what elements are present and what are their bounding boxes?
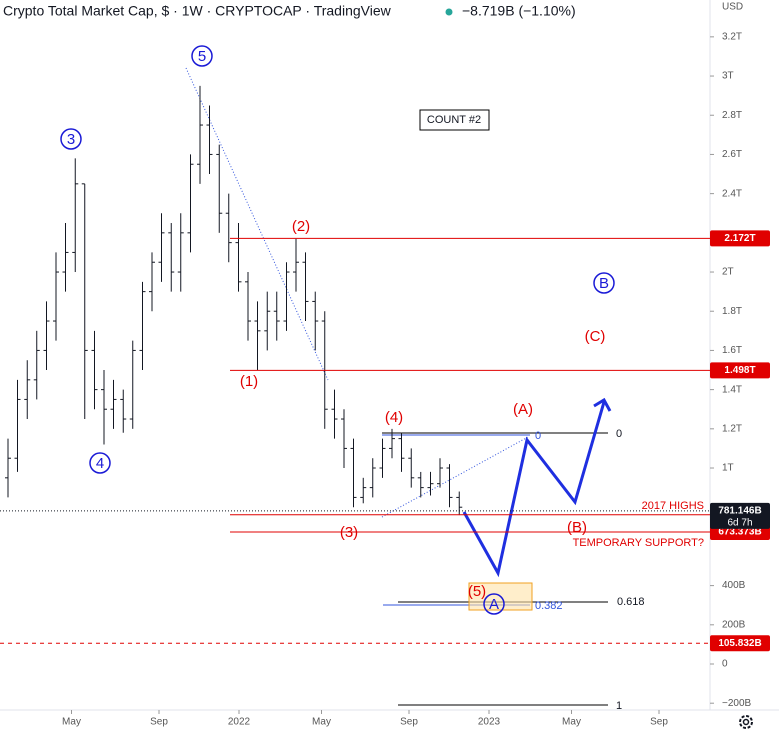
symbol-title[interactable]: Crypto Total Market Cap, $ · 1W · CRYPTO… bbox=[3, 3, 392, 19]
wave-label: 4 bbox=[96, 455, 104, 472]
y-tick-label: 0 bbox=[722, 659, 728, 670]
wave-label: (1) bbox=[240, 373, 258, 390]
fib-label: 0.618 bbox=[617, 596, 645, 608]
fib-label: 1 bbox=[616, 700, 622, 712]
y-tick-label: 1T bbox=[722, 463, 734, 474]
change: −8.719B (−1.10%) bbox=[462, 3, 576, 19]
y-tick-label: 3.2T bbox=[722, 31, 742, 42]
header-bg bbox=[0, 0, 560, 24]
x-tick-label: 2022 bbox=[228, 717, 251, 728]
countdown: 6d 7h bbox=[727, 518, 752, 529]
settings-icon[interactable] bbox=[739, 715, 753, 729]
x-tick-label: Sep bbox=[400, 717, 418, 728]
wave-label: (B) bbox=[567, 519, 587, 536]
y-tick-label: 3T bbox=[722, 71, 734, 82]
price-tag bbox=[710, 230, 770, 247]
count-label: COUNT #2 bbox=[427, 114, 481, 126]
price-tag-label: 105.832B bbox=[718, 638, 761, 649]
wave-label: 3 bbox=[67, 131, 75, 148]
fib-label: 0.382 bbox=[535, 600, 563, 612]
wave-label: (A) bbox=[513, 401, 533, 418]
fib-label: 0 bbox=[535, 430, 541, 442]
price-tag bbox=[710, 635, 770, 652]
y-tick-label: 1.8T bbox=[722, 306, 742, 317]
y-tick-label: 2.4T bbox=[722, 188, 742, 199]
support-label: TEMPORARY SUPPORT? bbox=[573, 537, 704, 549]
wave-label: A bbox=[489, 596, 499, 613]
wave-label: (4) bbox=[385, 409, 403, 426]
y-tick-label: 400B bbox=[722, 580, 746, 591]
x-tick-label: Sep bbox=[150, 717, 168, 728]
x-tick-label: May bbox=[312, 717, 331, 728]
y-tick-label: 1.6T bbox=[722, 345, 742, 356]
price-tag-label: 673.373B bbox=[718, 527, 761, 538]
wave-label: (2) bbox=[292, 218, 310, 235]
wave-label: 5 bbox=[198, 48, 206, 65]
currency[interactable]: USD bbox=[722, 2, 743, 13]
fib-label: 0 bbox=[616, 428, 622, 440]
wave-label: (C) bbox=[585, 328, 606, 345]
price-tag-label: 1.498T bbox=[724, 365, 755, 376]
count-box bbox=[419, 109, 490, 131]
x-tick-label: May bbox=[562, 717, 581, 728]
x-tick-label: 2023 bbox=[478, 717, 501, 728]
y-tick-label: 1.2T bbox=[722, 423, 742, 434]
wave-circles bbox=[60, 45, 615, 615]
wave-label: B bbox=[599, 275, 609, 292]
price-tag-label: 2.172T bbox=[724, 233, 755, 244]
price-tag bbox=[710, 362, 770, 379]
y-tick-label: 2.8T bbox=[722, 110, 742, 121]
x-tick-label: Sep bbox=[650, 717, 668, 728]
y-tick-label: −200B bbox=[722, 698, 752, 709]
x-tick-label: May bbox=[62, 717, 81, 728]
y-tick-label: 200B bbox=[722, 619, 746, 630]
status-dot bbox=[445, 8, 453, 16]
last-price-label: 781.146B bbox=[718, 506, 761, 517]
last-price-tag bbox=[710, 502, 770, 529]
highs-label: 2017 HIGHS bbox=[642, 500, 704, 512]
y-tick-label: 2T bbox=[722, 267, 734, 278]
wave-label: (5) bbox=[468, 583, 486, 600]
y-tick-label: 1.4T bbox=[722, 384, 742, 395]
y-tick-label: 2.6T bbox=[722, 149, 742, 160]
